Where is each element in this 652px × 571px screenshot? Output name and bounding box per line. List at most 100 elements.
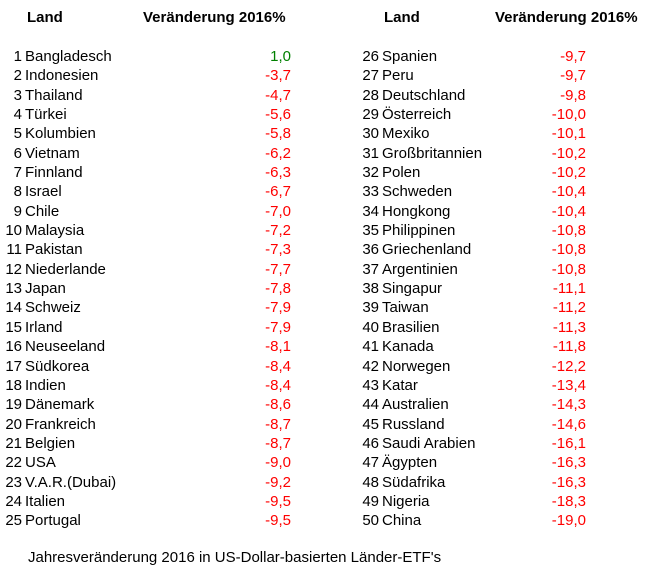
country-name: Indien bbox=[25, 376, 66, 394]
country-name: Indonesien bbox=[25, 67, 99, 85]
country-name: Großbritannien bbox=[382, 144, 483, 162]
table-row: 6 Vietnam -6,2 bbox=[0, 144, 330, 163]
country-name: Portugal bbox=[25, 512, 81, 530]
country-name: Hongkong bbox=[382, 202, 451, 220]
change-value: -3,7 bbox=[265, 67, 291, 85]
change-value: -16,3 bbox=[551, 473, 586, 491]
rank-number: 44 bbox=[362, 396, 379, 414]
table-row: 49 Nigeria -18,3 bbox=[345, 492, 652, 511]
table-row: 7 Finnland -6,3 bbox=[0, 163, 330, 182]
rank-number: 28 bbox=[362, 86, 379, 104]
change-value: -8,6 bbox=[265, 396, 291, 414]
rank-number: 12 bbox=[5, 260, 22, 278]
change-value: -7,8 bbox=[265, 280, 291, 298]
change-value: -5,8 bbox=[265, 125, 291, 143]
change-value: -6,2 bbox=[265, 144, 291, 162]
table-row: 50 China -19,0 bbox=[345, 511, 652, 530]
country-name: Österreich bbox=[382, 106, 452, 124]
table-row: 3 Thailand -4,7 bbox=[0, 86, 330, 105]
rows-left: 1 Bangladesch 1,0 2 Indonesien -3,7 3 Thailand -… bbox=[0, 47, 330, 531]
change-value: -10,2 bbox=[551, 164, 586, 182]
table-row: 23 V.A.R.(Dubai) -9,2 bbox=[0, 473, 330, 492]
country-name: Italien bbox=[25, 492, 66, 510]
change-value: -11,2 bbox=[552, 299, 586, 317]
table-row: 35 Philippinen -10,8 bbox=[345, 221, 652, 240]
table-row: 40 Brasilien -11,3 bbox=[345, 318, 652, 337]
change-value: -10,1 bbox=[551, 125, 586, 143]
table-row: 37 Argentinien -10,8 bbox=[345, 260, 652, 279]
rank-number: 17 bbox=[5, 357, 22, 375]
caption: Jahresveränderung 2016 in US-Dollar-basi… bbox=[28, 549, 442, 566]
country-name: Deutschland bbox=[382, 86, 466, 104]
table-row: 22 USA -9,0 bbox=[0, 453, 330, 472]
header-land: Land bbox=[27, 9, 63, 26]
table-row: 47 Ägypten -16,3 bbox=[345, 453, 652, 472]
rank-number: 29 bbox=[362, 106, 379, 124]
rank-number: 15 bbox=[5, 318, 22, 336]
table-row: 14 Schweiz -7,9 bbox=[0, 298, 330, 317]
country-name: Vietnam bbox=[25, 144, 80, 162]
change-value: -4,7 bbox=[265, 86, 291, 104]
rank-number: 23 bbox=[5, 473, 22, 491]
table-row: 21 Belgien -8,7 bbox=[0, 434, 330, 453]
table-row: 16 Neuseeland -8,1 bbox=[0, 337, 330, 356]
country-name: Israel bbox=[25, 183, 62, 201]
table-row: 31 Großbritannien -10,2 bbox=[345, 144, 652, 163]
table-row: 24 Italien -9,5 bbox=[0, 492, 330, 511]
rank-number: 13 bbox=[5, 280, 22, 298]
change-value: -9,0 bbox=[265, 454, 291, 472]
rank-number: 21 bbox=[5, 434, 22, 452]
table-row: 42 Norwegen -12,2 bbox=[345, 357, 652, 376]
country-name: USA bbox=[25, 454, 56, 472]
change-value: -9,2 bbox=[265, 473, 291, 491]
rank-number: 3 bbox=[13, 86, 22, 104]
rank-number: 45 bbox=[362, 415, 379, 433]
country-name: Japan bbox=[25, 280, 66, 298]
table-row: 48 Südafrika -16,3 bbox=[345, 473, 652, 492]
rank-number: 18 bbox=[5, 376, 22, 394]
change-value: -9,7 bbox=[560, 48, 586, 65]
change-value: -8,1 bbox=[265, 338, 291, 356]
table-row: 32 Polen -10,2 bbox=[345, 163, 652, 182]
change-value: -7,3 bbox=[265, 241, 291, 259]
header-change: Veränderung 2016% bbox=[495, 9, 638, 26]
table-row: 20 Frankreich -8,7 bbox=[0, 415, 330, 434]
table-row: 34 Hongkong -10,4 bbox=[345, 202, 652, 221]
change-value: -6,7 bbox=[265, 183, 291, 201]
country-name: V.A.R.(Dubai) bbox=[25, 473, 117, 491]
table-row: 12 Niederlande -7,7 bbox=[0, 260, 330, 279]
country-name: Peru bbox=[382, 67, 414, 85]
country-name: Spanien bbox=[382, 48, 438, 65]
table-row: 28 Deutschland -9,8 bbox=[345, 86, 652, 105]
change-value: -8,4 bbox=[265, 376, 291, 394]
rank-number: 1 bbox=[13, 48, 22, 65]
rank-number: 8 bbox=[13, 183, 22, 201]
change-value: -14,3 bbox=[551, 396, 586, 414]
rank-number: 30 bbox=[362, 125, 379, 143]
country-name: Taiwan bbox=[382, 299, 429, 317]
rank-number: 6 bbox=[13, 144, 22, 162]
country-name: Philippinen bbox=[382, 222, 456, 240]
rank-number: 2 bbox=[13, 67, 22, 85]
change-value: -10,2 bbox=[551, 144, 586, 162]
country-name: Frankreich bbox=[25, 415, 96, 433]
change-value: -19,0 bbox=[551, 512, 586, 530]
table-row: 8 Israel -6,7 bbox=[0, 182, 330, 201]
change-value: 1,0 bbox=[270, 48, 291, 65]
rank-number: 9 bbox=[13, 202, 22, 220]
rank-number: 24 bbox=[5, 492, 22, 510]
rank-number: 10 bbox=[5, 222, 22, 240]
change-value: -10,0 bbox=[551, 106, 586, 124]
country-name: Katar bbox=[382, 376, 418, 394]
country-name: Bangladesch bbox=[25, 48, 112, 65]
change-value: -12,2 bbox=[551, 357, 586, 375]
rows-right: 26 Spanien -9,7 27 Peru -9,7 28 Deutschland -9,8… bbox=[345, 47, 652, 531]
rank-number: 11 bbox=[6, 241, 22, 259]
table-row: 9 Chile -7,0 bbox=[0, 202, 330, 221]
rank-number: 14 bbox=[5, 299, 22, 317]
country-name: Australien bbox=[382, 396, 449, 414]
table-row: 26 Spanien -9,7 bbox=[345, 47, 652, 66]
change-value: -10,8 bbox=[551, 222, 586, 240]
country-name: Südafrika bbox=[382, 473, 446, 491]
change-value: -7,0 bbox=[265, 202, 291, 220]
